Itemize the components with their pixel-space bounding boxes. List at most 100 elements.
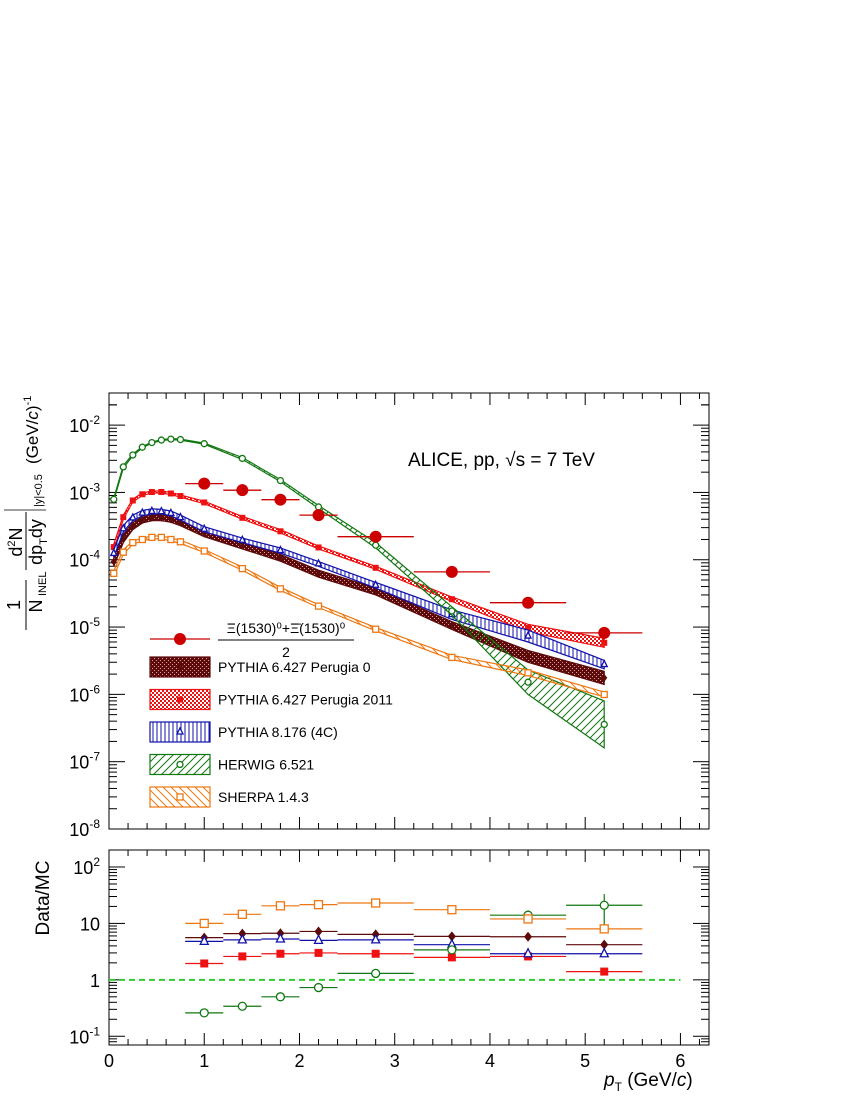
ratio-point (447, 945, 457, 955)
model-marker (238, 564, 246, 573)
x-tick-label: 1 (199, 1051, 209, 1071)
ratio-point (599, 947, 610, 958)
model-marker (201, 499, 208, 506)
top-panel-frame (108, 392, 710, 830)
svg-text:1: 1 (4, 600, 24, 610)
model-marker (239, 541, 246, 550)
legend-marker (177, 663, 183, 671)
model-marker (176, 538, 185, 546)
x-tick-label: 5 (580, 1051, 590, 1071)
model-marker (110, 495, 118, 503)
model-marker (600, 720, 608, 729)
ratio-point (599, 924, 609, 934)
model-marker (448, 596, 455, 603)
model-marker (119, 523, 128, 532)
model-marker (200, 547, 208, 555)
svg-text:|y|<0.5: |y|<0.5 (33, 474, 45, 507)
model-marker (166, 507, 175, 517)
ratio-point (199, 1008, 209, 1018)
legend-label: PYTHIA 8.176 (4C) (218, 724, 338, 740)
ratio-point (313, 933, 324, 945)
model-marker (157, 506, 166, 515)
model-marker (176, 435, 185, 444)
model-marker (138, 507, 147, 516)
model-marker (314, 558, 323, 567)
model-marker (110, 544, 117, 551)
ratio-y-tick-label: 1 (90, 971, 100, 991)
model-marker (238, 454, 246, 463)
model-marker (176, 512, 185, 521)
ratio-point (314, 926, 323, 937)
top-y-tick-label: 10-2 (69, 413, 100, 436)
model-marker (525, 652, 532, 661)
legend-label: HERWIG 6.521 (218, 757, 314, 773)
model-marker (314, 602, 323, 610)
model-marker (167, 490, 174, 497)
ratio-point (370, 933, 381, 944)
data-point (598, 626, 611, 639)
data-point (369, 530, 382, 543)
ratio-axes: 0 1 2 3 4 5 6 10-1 1 10 102 (69, 849, 709, 1071)
ratio-point (237, 933, 248, 944)
model-marker (109, 547, 118, 557)
model-marker (148, 438, 156, 447)
model-marker (524, 678, 532, 686)
model-marker (120, 514, 127, 521)
model-marker (119, 463, 127, 471)
model-marker (129, 538, 137, 547)
legend-data-marker (174, 633, 186, 645)
x-tick-label: 4 (485, 1051, 495, 1071)
top-y-axis-label: 1 N INEL d2N dpTdy |y|<0.5 (GeV/c)-1 (4, 396, 50, 630)
model-marker (525, 625, 532, 632)
top-y-tick-label: 10-5 (69, 615, 100, 638)
model-marker (600, 690, 608, 699)
ratio-point (313, 982, 324, 993)
model-marker (200, 523, 209, 532)
legend-marker (177, 696, 183, 703)
ratio-point (199, 918, 209, 929)
model-marker (600, 659, 609, 668)
top-y-tick-label: 10-4 (69, 548, 100, 571)
data-point (522, 596, 535, 609)
ratio-point (199, 934, 210, 946)
model-marker (139, 491, 146, 498)
model-marker (119, 548, 127, 556)
legend-data-denominator: 2 (282, 644, 290, 660)
x-tick-label: 2 (294, 1051, 304, 1071)
ratio-point (447, 953, 456, 962)
top-y-tick-label: 10-8 (69, 817, 100, 840)
model-marker (138, 535, 146, 544)
data-point (445, 565, 458, 578)
ratio-point (524, 931, 533, 942)
model-marker (524, 669, 532, 677)
model-marker (157, 533, 166, 542)
ratio-point (371, 968, 381, 979)
model-marker (177, 493, 184, 500)
legend-marker (175, 726, 185, 735)
ratio-point (599, 900, 609, 910)
model-bands (109, 435, 609, 750)
model-marker (148, 533, 156, 542)
ratio-point (371, 949, 380, 958)
svg-text:dpTdy: dpTdy (26, 519, 50, 565)
ratio-point (237, 1001, 247, 1011)
data-points (185, 477, 643, 639)
top-y-tick-label: 10-3 (69, 480, 100, 503)
ratio-y-tick-label: 10-1 (69, 1024, 100, 1047)
model-marker (315, 544, 322, 551)
legend-marker (176, 760, 184, 769)
model-marker (448, 653, 456, 662)
svg-text:d2N: d2N (6, 527, 26, 556)
model-marker (601, 673, 608, 682)
model-marker (315, 569, 322, 578)
model-marker (158, 513, 165, 522)
legend-marker (176, 793, 184, 801)
ratio-point (371, 898, 381, 908)
top-y-tick-label: 10-6 (69, 682, 100, 705)
alice-annotation: ALICE, pp, √s = 7 TeV (408, 450, 595, 471)
model-marker (110, 557, 117, 566)
ratio-point (238, 952, 247, 961)
ratio-point (447, 905, 457, 915)
